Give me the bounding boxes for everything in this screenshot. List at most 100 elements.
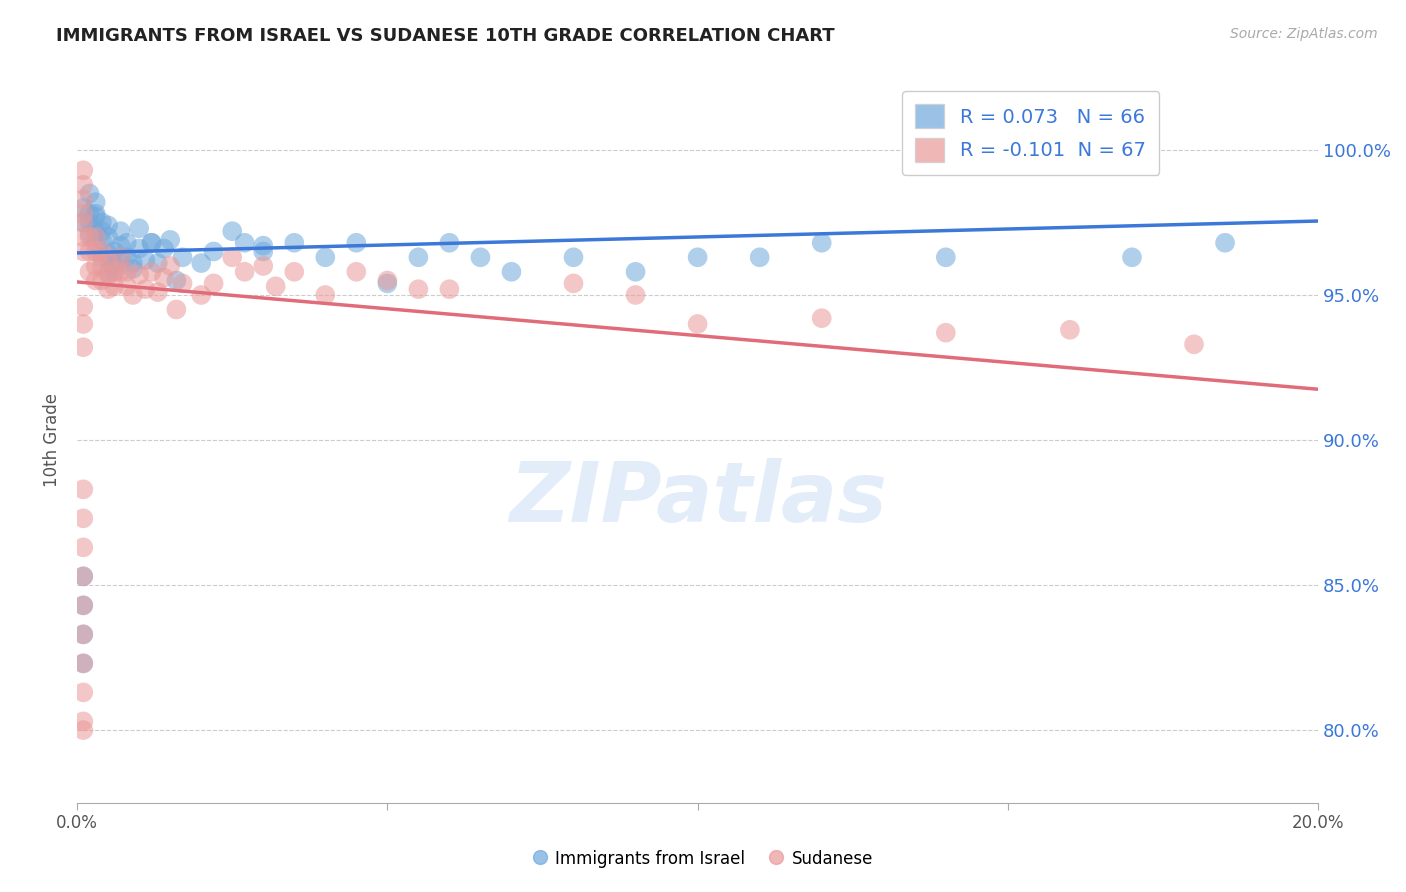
Point [72, 483, 94, 497]
Point [84, 210, 107, 224]
Point [72, 300, 94, 314]
Point [122, 261, 145, 276]
Point [97, 253, 120, 268]
Point [97, 230, 120, 244]
Point [79, 244, 101, 259]
Point [146, 285, 169, 299]
Point [935, 250, 957, 264]
Point [439, 282, 461, 296]
Point [97, 265, 120, 279]
Point [935, 326, 957, 340]
Point [90, 215, 112, 229]
Text: IMMIGRANTS FROM ISRAEL VS SUDANESE 10TH GRADE CORRELATION CHART: IMMIGRANTS FROM ISRAEL VS SUDANESE 10TH … [56, 27, 835, 45]
Point [202, 277, 225, 291]
Point [79, 227, 101, 241]
Point [79, 186, 101, 201]
Point [470, 250, 492, 264]
Point [159, 233, 181, 247]
Point [624, 288, 647, 302]
Point [72, 599, 94, 613]
Point [84, 244, 107, 259]
Point [314, 288, 336, 302]
Point [110, 250, 132, 264]
Point [153, 242, 176, 256]
Point [810, 311, 832, 326]
Point [72, 340, 94, 354]
Point [159, 259, 181, 273]
Point [748, 250, 770, 264]
Point [72, 627, 94, 641]
Point [72, 230, 94, 244]
Point [72, 569, 94, 583]
Point [110, 265, 132, 279]
Y-axis label: 10th Grade: 10th Grade [44, 393, 60, 487]
Point [72, 163, 94, 178]
Point [72, 599, 94, 613]
Point [115, 235, 138, 250]
Point [252, 244, 274, 259]
Point [377, 273, 399, 287]
Point [72, 215, 94, 229]
Point [84, 207, 107, 221]
Point [344, 265, 367, 279]
Point [72, 511, 94, 525]
Point [90, 244, 112, 259]
Point [84, 224, 107, 238]
Point [115, 265, 138, 279]
Point [79, 215, 101, 229]
Point [115, 279, 138, 293]
Point [79, 230, 101, 244]
Point [252, 259, 274, 273]
Point [439, 235, 461, 250]
Point [90, 250, 112, 264]
Point [562, 277, 585, 291]
Point [314, 250, 336, 264]
Point [141, 235, 163, 250]
Legend: R = 0.073   N = 66, R = -0.101  N = 67: R = 0.073 N = 66, R = -0.101 N = 67 [901, 91, 1160, 175]
Point [72, 657, 94, 671]
Point [134, 282, 156, 296]
Legend: Immigrants from Israel, Sudanese: Immigrants from Israel, Sudanese [526, 843, 880, 875]
Point [72, 215, 94, 229]
Point [84, 235, 107, 250]
Point [84, 259, 107, 273]
Text: Source: ZipAtlas.com: Source: ZipAtlas.com [1230, 27, 1378, 41]
Point [79, 265, 101, 279]
Point [344, 235, 367, 250]
Point [122, 256, 145, 270]
Point [72, 657, 94, 671]
Point [72, 627, 94, 641]
Point [90, 259, 112, 273]
Point [408, 282, 430, 296]
Point [72, 569, 94, 583]
Point [72, 207, 94, 221]
Point [283, 265, 305, 279]
Point [72, 192, 94, 206]
Point [90, 273, 112, 287]
Point [165, 302, 187, 317]
Point [165, 273, 187, 287]
Point [221, 224, 243, 238]
Point [408, 250, 430, 264]
Point [84, 230, 107, 244]
Point [128, 221, 150, 235]
Point [128, 242, 150, 256]
Point [72, 201, 94, 215]
Point [172, 277, 194, 291]
Point [128, 268, 150, 282]
Point [146, 256, 169, 270]
Point [221, 250, 243, 264]
Point [283, 235, 305, 250]
Point [72, 244, 94, 259]
Point [84, 195, 107, 210]
Point [141, 235, 163, 250]
Point [153, 270, 176, 285]
Point [72, 541, 94, 555]
Point [190, 288, 212, 302]
Point [97, 247, 120, 261]
Point [233, 265, 256, 279]
Point [97, 282, 120, 296]
Point [97, 268, 120, 282]
Text: ZIPatlas: ZIPatlas [509, 458, 887, 539]
Point [501, 265, 523, 279]
